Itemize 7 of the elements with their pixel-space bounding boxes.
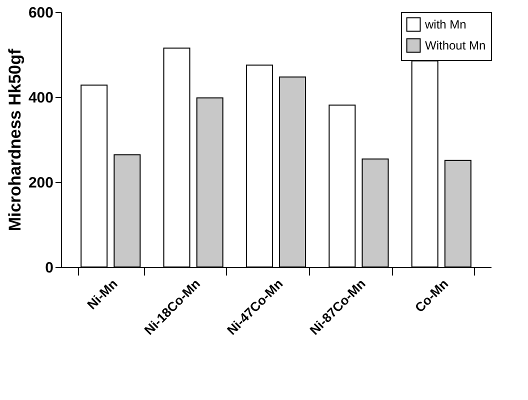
y-tick-label: 600	[28, 4, 54, 22]
y-axis-title: Microhardness Hk50gf	[5, 48, 24, 232]
legend-label: with Mn	[424, 18, 466, 32]
y-tick-label: 400	[28, 90, 54, 106]
y-tick-label: 0	[45, 260, 54, 276]
legend-label: Without Mn	[425, 38, 486, 52]
y-tick-label: 200	[28, 174, 54, 192]
